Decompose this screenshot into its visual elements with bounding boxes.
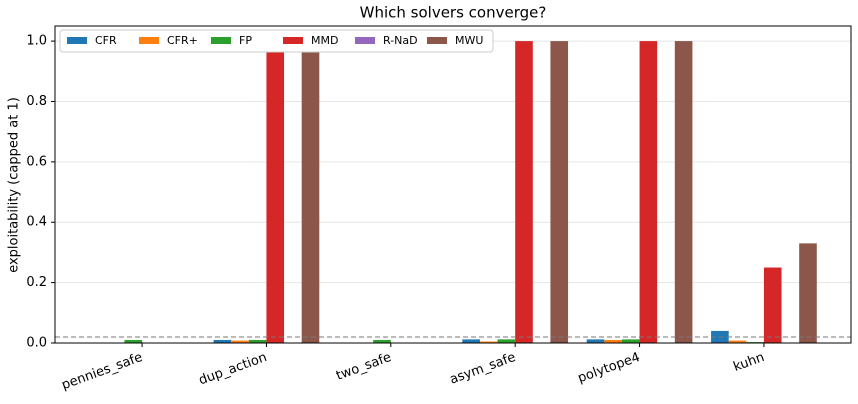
legend-swatch — [67, 37, 87, 44]
legend-label: FP — [239, 34, 252, 47]
y-tick-label: 0.0 — [26, 336, 47, 351]
y-tick-label: 1.0 — [26, 34, 47, 49]
bar — [248, 339, 267, 343]
legend-swatch — [139, 37, 159, 44]
legend-swatch — [211, 37, 231, 44]
bar — [550, 41, 569, 343]
x-tick-label: pennies_safe — [60, 350, 145, 393]
y-tick-label: 0.4 — [26, 215, 47, 230]
bar — [586, 339, 605, 343]
bar — [621, 339, 640, 343]
bar — [763, 267, 782, 343]
chart-title: Which solvers converge? — [360, 4, 547, 22]
bar — [515, 41, 533, 343]
legend-box — [59, 29, 494, 53]
bar — [604, 339, 622, 343]
bar — [728, 340, 747, 343]
bar — [266, 41, 285, 343]
bar — [231, 340, 249, 343]
legend-label: MMD — [311, 34, 338, 47]
legend-swatch — [283, 37, 303, 44]
legend-swatch — [355, 37, 375, 44]
legend-swatch — [427, 37, 447, 44]
plot-frame — [54, 25, 852, 344]
y-tick-label: 0.8 — [26, 94, 47, 109]
y-tick-label: 0.2 — [26, 275, 47, 290]
x-tick-label: kuhn — [731, 350, 766, 375]
bar — [479, 341, 498, 343]
legend-label: MWU — [455, 34, 483, 47]
bar — [373, 339, 391, 343]
y-axis-label: exploitability (capped at 1) — [7, 97, 22, 273]
legend-label: CFR+ — [167, 34, 198, 47]
legend-label: R-NaD — [383, 34, 418, 47]
bar — [674, 41, 693, 343]
x-tick-label: two_safe — [334, 350, 393, 384]
x-tick-label: polytope4 — [576, 350, 642, 386]
y-tick-label: 0.6 — [26, 154, 47, 169]
legend: CFR CFR+ FP MMD R-NaD MWU — [59, 29, 494, 53]
bar — [124, 339, 143, 343]
legend-label: CFR — [95, 34, 117, 47]
x-tick-label: dup_action — [197, 350, 269, 388]
bar — [213, 339, 232, 343]
bar — [301, 41, 320, 343]
bar — [799, 243, 817, 343]
bar — [462, 339, 480, 343]
x-tick-label: asym_safe — [448, 350, 518, 388]
bar — [639, 41, 658, 343]
bar — [497, 339, 516, 343]
